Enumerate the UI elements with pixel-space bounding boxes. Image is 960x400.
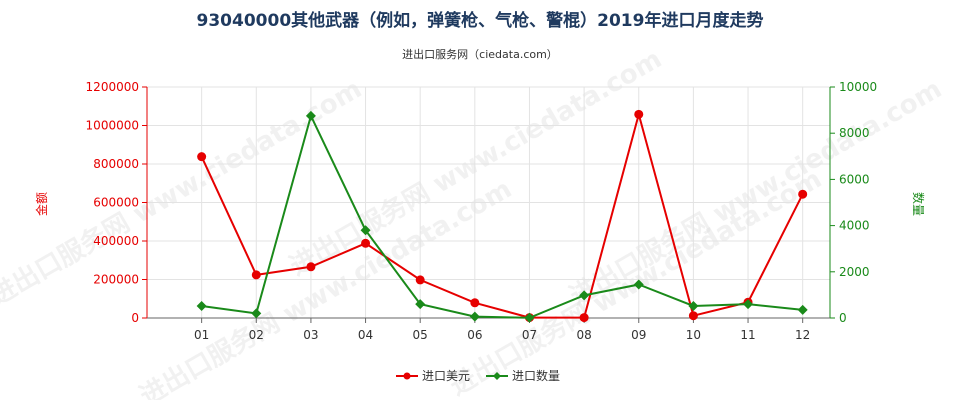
x-tick-label: 08: [576, 328, 591, 342]
series-1-point: [361, 238, 371, 248]
x-tick-label: 07: [522, 328, 537, 342]
ticks: 0 200000 400000 600000 800000 1000000 1200000 0…: [86, 80, 878, 342]
y-left-tick-label: 0: [131, 311, 139, 325]
x-tick-label: 03: [303, 328, 318, 342]
series-2-point: [688, 300, 699, 311]
y-left-tick-label: 1000000: [86, 119, 139, 133]
legend-label-2: 进口数量: [512, 368, 560, 383]
y-left-tick-label: 200000: [93, 273, 139, 287]
series-2-point: [360, 225, 371, 236]
legend-marker-1: [403, 372, 411, 380]
x-tick-label: 11: [740, 328, 755, 342]
series-1-point: [251, 270, 261, 280]
series-2-point: [305, 110, 316, 121]
y-left-tick-label: 800000: [93, 157, 139, 171]
series-2-point: [579, 290, 590, 301]
series-layer: [196, 109, 808, 323]
series-2-point: [469, 311, 480, 322]
series-2-point: [524, 312, 535, 323]
x-tick-label: 05: [413, 328, 428, 342]
series-2-point: [633, 279, 644, 290]
grid: [147, 86, 830, 319]
series-line-1: [200, 110, 804, 319]
x-tick-label: 09: [631, 328, 646, 342]
y-right-tick-label: 8000: [839, 126, 870, 140]
legend: 进口美元 进口数量: [396, 368, 560, 383]
x-tick-label: 10: [686, 328, 701, 342]
y-right-tick-label: 0: [839, 311, 847, 325]
series-1-point: [579, 313, 589, 323]
y-left-tick-label: 1200000: [86, 80, 139, 94]
series-2-point: [415, 299, 426, 310]
y-right-tick-label: 2000: [839, 265, 870, 279]
x-tick-label: 04: [358, 328, 373, 342]
series-1-point: [415, 275, 425, 285]
y-right-tick-label: 4000: [839, 219, 870, 233]
series-2-point: [196, 300, 207, 311]
x-tick-label: 02: [249, 328, 264, 342]
legend-marker-2: [493, 372, 501, 380]
x-tick-label: 01: [194, 328, 209, 342]
chart-title: 93040000其他武器（例如，弹簧枪、气枪、警棍）2019年进口月度走势: [197, 10, 764, 31]
series-1-point: [470, 298, 480, 308]
series-1-point: [688, 311, 698, 321]
watermark-text: 进出口服务网 www.ciedata.com: [0, 74, 367, 312]
series-2-point: [743, 299, 754, 310]
y-axis-left-label: 金额: [34, 192, 49, 216]
series-1-point: [306, 262, 316, 272]
y-axis-right-label: 数量: [911, 192, 926, 216]
y-right-tick-label: 10000: [839, 80, 877, 94]
x-tick-label: 12: [795, 328, 810, 342]
series-1-point: [634, 109, 644, 119]
y-left-tick-label: 400000: [93, 234, 139, 248]
series-2-point: [251, 308, 262, 319]
y-right-tick-label: 6000: [839, 172, 870, 186]
chart-subtitle: 进出口服务网（ciedata.com）: [402, 47, 558, 61]
x-tick-label: 06: [467, 328, 482, 342]
y-left-tick-label: 600000: [93, 196, 139, 210]
legend-label-1: 进口美元: [422, 369, 470, 383]
watermark-text: 进出口服务网 www.ciedata.com: [135, 174, 517, 400]
series-1-point: [197, 152, 207, 162]
series-2-point: [797, 304, 808, 315]
series-line-2: [201, 113, 803, 319]
series-1-point: [798, 189, 808, 199]
